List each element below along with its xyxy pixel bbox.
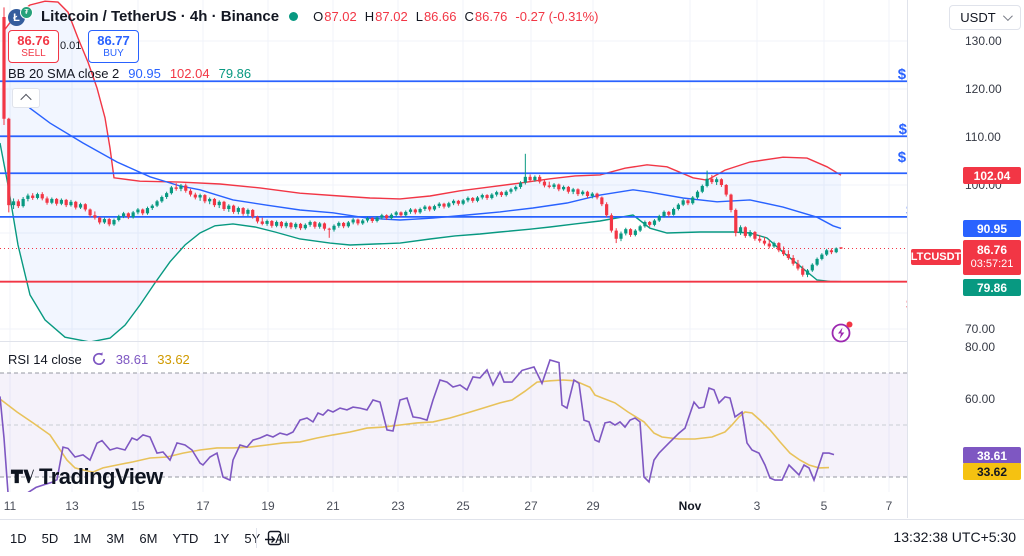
time-axis-label: 27 (524, 499, 538, 513)
rsi-ma-badge: 33.62 (963, 463, 1021, 480)
tradingview-logo-icon (10, 469, 34, 484)
symbol-title[interactable]: Litecoin / TetherUS · 4h · Binance (41, 7, 280, 25)
go-to-date-icon[interactable] (264, 529, 283, 548)
range-button-1d[interactable]: 1D (10, 530, 27, 546)
bb-lower-value: 79.86 (218, 66, 252, 81)
symbol-legend[interactable]: Ł ₮ Litecoin / TetherUS · 4h · Binance O… (8, 6, 599, 26)
bottom-toolbar: 1D 5D 1M 3M 6M YTD 1Y 5Y All 13:32:38 UTC+5:30 (0, 519, 1024, 556)
range-button-6m[interactable]: 6M (139, 530, 158, 546)
price-axis-tick: 130.00 (965, 34, 1002, 48)
bb-indicator-name: BB 20 SMA close 2 (8, 66, 120, 81)
rsi-value: 38.61 (115, 351, 149, 367)
chevron-down-icon (1002, 11, 1013, 22)
currency-selector[interactable]: USDT (949, 5, 1021, 30)
time-axis-label: 25 (456, 499, 470, 513)
time-axis-label: 5 (820, 499, 828, 513)
sync-icon[interactable] (91, 351, 107, 367)
spread-value: 0.01 (60, 40, 82, 52)
date-range-buttons: 1D 5D 1M 3M 6M YTD 1Y 5Y All (10, 520, 290, 556)
range-button-3m[interactable]: 3M (106, 530, 125, 546)
boost-flash-icon[interactable] (830, 320, 854, 349)
pane-separator[interactable] (0, 341, 907, 342)
time-axis-label: 3 (753, 499, 761, 513)
bb-basis-badge: 90.95 (963, 220, 1021, 237)
price-axis-tick: 70.00 (965, 322, 996, 336)
chevron-up-icon (20, 93, 32, 106)
rsi-value-badge: 38.61 (963, 447, 1021, 464)
time-axis-label: 17 (196, 499, 210, 513)
ticker-price-line-label: LTCUSDT (910, 249, 962, 265)
price-axis[interactable]: USDT 102.04 90.95 86.76 03:57:21 79.86 3… (907, 0, 1024, 518)
collapse-pane-button[interactable] (12, 88, 40, 108)
time-axis-label: 15 (131, 499, 145, 513)
range-button-ytd[interactable]: YTD (172, 530, 199, 546)
time-axis-label: 7 (885, 499, 893, 513)
sell-button[interactable]: 86.76 SELL (8, 30, 59, 63)
bar-countdown: 03:57:21 (970, 258, 1014, 271)
range-button-5d[interactable]: 5D (41, 530, 59, 546)
toolbar-divider (256, 528, 257, 548)
change-text: -0.27 (-0.31%) (515, 8, 599, 24)
rsi-indicator-name: RSI 14 close (8, 351, 82, 367)
time-axis-label: 23 (391, 499, 405, 513)
range-button-1m[interactable]: 1M (73, 530, 92, 546)
bb-upper-value: 102.04 (169, 66, 210, 81)
buy-button[interactable]: 86.77 BUY (88, 30, 139, 63)
rsi-indicator-legend[interactable]: RSI 14 close 38.61 33.62 (8, 351, 190, 367)
time-axis-label: 29 (586, 499, 600, 513)
price-axis-tick: 120.00 (965, 82, 1002, 96)
price-axis-tick: 80.00 (965, 340, 996, 354)
range-button-all[interactable]: All (275, 530, 290, 546)
bb-indicator-legend[interactable]: BB 20 SMA close 2 90.95 102.04 79.86 (8, 66, 251, 81)
time-axis-label: Nov (678, 499, 702, 513)
rsi-chart-svg[interactable] (0, 342, 907, 492)
bb-basis-value: 90.95 (128, 66, 161, 81)
ohlc-values: O87.02 H87.02 L86.66 C86.76 -0.27 (-0.31… (313, 8, 599, 24)
price-axis-tick: 110.00 (965, 130, 1001, 144)
main-chart-svg[interactable] (0, 0, 907, 341)
time-axis-label: 13 (65, 499, 79, 513)
bb-lower-badge: 79.86 (963, 279, 1021, 296)
session-clock[interactable]: 13:32:38 UTC+5:30 (893, 529, 1016, 545)
time-axis-label: 19 (261, 499, 275, 513)
candles (2, 7, 843, 278)
bb-upper-badge: 102.04 (963, 167, 1021, 184)
tether-logo-icon: ₮ (20, 6, 33, 19)
range-button-1y[interactable]: 1Y (213, 530, 230, 546)
time-axis-label: 11 (3, 499, 17, 513)
range-button-5y[interactable]: 5Y (244, 530, 261, 546)
rsi-ma-value: 33.62 (157, 351, 190, 367)
tradingview-watermark: TradingView (10, 464, 163, 490)
market-status-dot-icon (289, 11, 299, 21)
symbol-logo: Ł ₮ (8, 6, 34, 26)
time-axis[interactable]: ⚙ 11131517192123252729Nov3579 (0, 493, 1024, 518)
price-axis-tick: 60.00 (965, 392, 996, 406)
last-price-badge: 86.76 03:57:21 (963, 240, 1021, 275)
time-axis-label: 21 (326, 499, 340, 513)
